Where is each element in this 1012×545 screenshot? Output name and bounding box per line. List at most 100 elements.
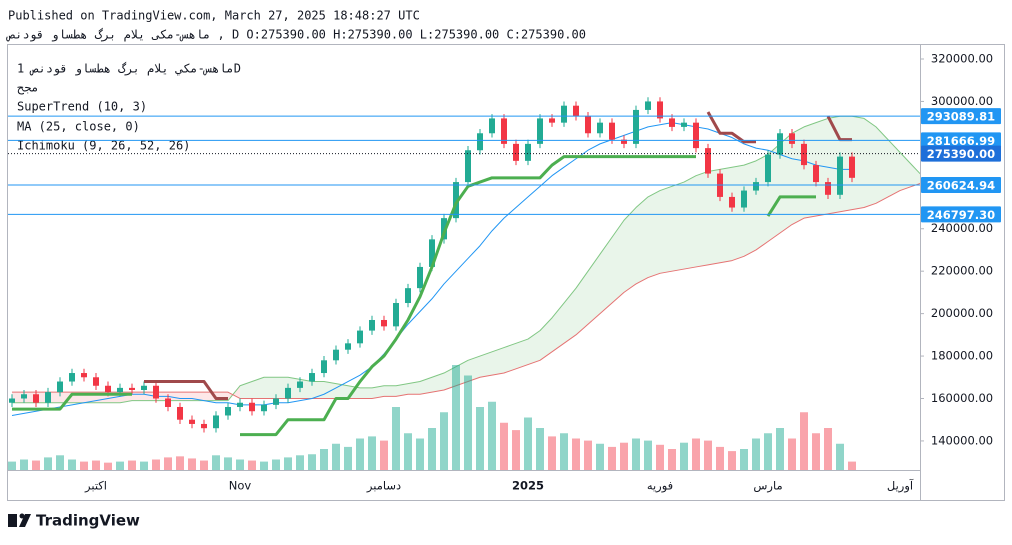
candle-body xyxy=(249,402,255,412)
volume-bar xyxy=(284,457,292,470)
cloud-segment xyxy=(864,118,876,208)
level-label: 281666.99 xyxy=(927,134,995,148)
volume-bar xyxy=(272,459,280,470)
candle-body xyxy=(825,182,831,195)
cloud-segment xyxy=(540,317,552,361)
candle-body xyxy=(489,118,495,134)
volume-bar xyxy=(848,461,856,470)
cloud-segment xyxy=(528,330,540,365)
volume-bar xyxy=(140,461,148,470)
candle-body xyxy=(405,288,411,304)
candle-body xyxy=(777,133,783,155)
volume-bar xyxy=(668,449,676,470)
x-tick-label: Nov xyxy=(229,479,252,493)
volume-bar xyxy=(440,412,448,470)
candle-body xyxy=(153,385,159,399)
volume-bar xyxy=(764,433,772,470)
volume-bar xyxy=(236,459,244,470)
cloud-segment xyxy=(180,392,192,401)
candle-body xyxy=(117,387,123,393)
candle-body xyxy=(633,109,639,144)
volume-bar xyxy=(776,428,784,470)
candle-body xyxy=(657,101,663,119)
volume-bar xyxy=(752,438,760,470)
candle-body xyxy=(81,373,87,378)
volume-bar xyxy=(164,457,172,470)
y-tick-label: 160000.00 xyxy=(931,391,993,405)
candle-body xyxy=(837,156,843,195)
candle-body xyxy=(309,373,315,382)
volume-bar xyxy=(716,446,724,470)
candle-body xyxy=(537,118,543,144)
candle-body xyxy=(417,266,423,289)
candle-body xyxy=(105,385,111,393)
cloud-segment xyxy=(876,126,888,204)
volume-bar xyxy=(644,440,652,470)
candle-body xyxy=(597,122,603,134)
level-box xyxy=(921,206,1001,223)
candle-body xyxy=(741,190,747,208)
volume-bar xyxy=(800,412,808,470)
volume-bar xyxy=(320,449,328,470)
logo xyxy=(8,513,31,527)
candle-body xyxy=(549,118,555,123)
candle-body xyxy=(57,381,63,393)
volume-bar xyxy=(296,455,304,470)
cloud-segment xyxy=(420,377,432,395)
volume-bar xyxy=(692,438,700,470)
volume-bar xyxy=(212,455,220,470)
level-box xyxy=(921,132,1001,149)
volume-bar xyxy=(620,442,628,470)
volume-bar xyxy=(188,458,196,470)
cloud-segment xyxy=(588,254,600,325)
candle-body xyxy=(273,398,279,405)
candle-body xyxy=(585,116,591,134)
candle-body xyxy=(69,373,75,382)
cloud-segment xyxy=(324,381,336,399)
x-tick-label: اكتبر xyxy=(84,479,107,494)
volume-bar xyxy=(428,428,436,470)
volume-bar xyxy=(836,443,844,470)
x-tick-label: آوريل xyxy=(887,479,914,494)
candle-body xyxy=(753,182,759,191)
cloud-segment xyxy=(564,288,576,344)
candle-body xyxy=(321,360,327,374)
candle-body xyxy=(225,406,231,416)
y-tick-label: 240000.00 xyxy=(931,221,993,235)
candle-body xyxy=(345,343,351,350)
y-tick-label: 200000.00 xyxy=(931,306,993,320)
volume-bar xyxy=(632,438,640,470)
candle-body xyxy=(129,387,135,391)
volume-bar xyxy=(380,440,388,470)
candle-body xyxy=(429,239,435,267)
candle-body xyxy=(333,349,339,361)
candle-body xyxy=(609,122,615,140)
cloud-segment xyxy=(660,186,672,274)
plot xyxy=(8,97,920,470)
cloud-segment xyxy=(504,343,516,374)
cloud-segment xyxy=(132,392,144,401)
candle-body xyxy=(465,150,471,183)
cloud-segment xyxy=(336,383,348,399)
cloud-segment xyxy=(468,356,480,382)
cloud-segment xyxy=(396,383,408,397)
cloud-segment xyxy=(852,116,864,210)
candle-body xyxy=(705,148,711,174)
volume-bar xyxy=(488,401,496,470)
candle-body xyxy=(621,139,627,144)
volume-bar xyxy=(368,436,376,470)
volume-bar xyxy=(524,417,532,470)
symbol-line: ماهس-مکی یلام برگ هطساو قودنص , D O:2753… xyxy=(6,27,586,43)
candle-body xyxy=(369,319,375,331)
candle-body xyxy=(789,133,795,144)
legend-subtitle: مجح xyxy=(17,81,39,95)
cloud-segment xyxy=(480,351,492,378)
candle-body xyxy=(261,404,267,412)
candle-body xyxy=(177,406,183,420)
candle-body xyxy=(441,218,447,240)
x-tick-label: 2025 xyxy=(512,479,544,493)
cloud-segment xyxy=(264,377,276,399)
x-tick-label: دسامبر xyxy=(366,479,401,494)
cloud-segment xyxy=(672,182,684,272)
cloud-segment xyxy=(780,133,792,233)
